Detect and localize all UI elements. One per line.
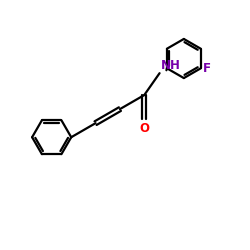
Text: F: F [203,62,211,75]
Text: NH: NH [160,59,180,72]
Text: O: O [139,122,149,135]
